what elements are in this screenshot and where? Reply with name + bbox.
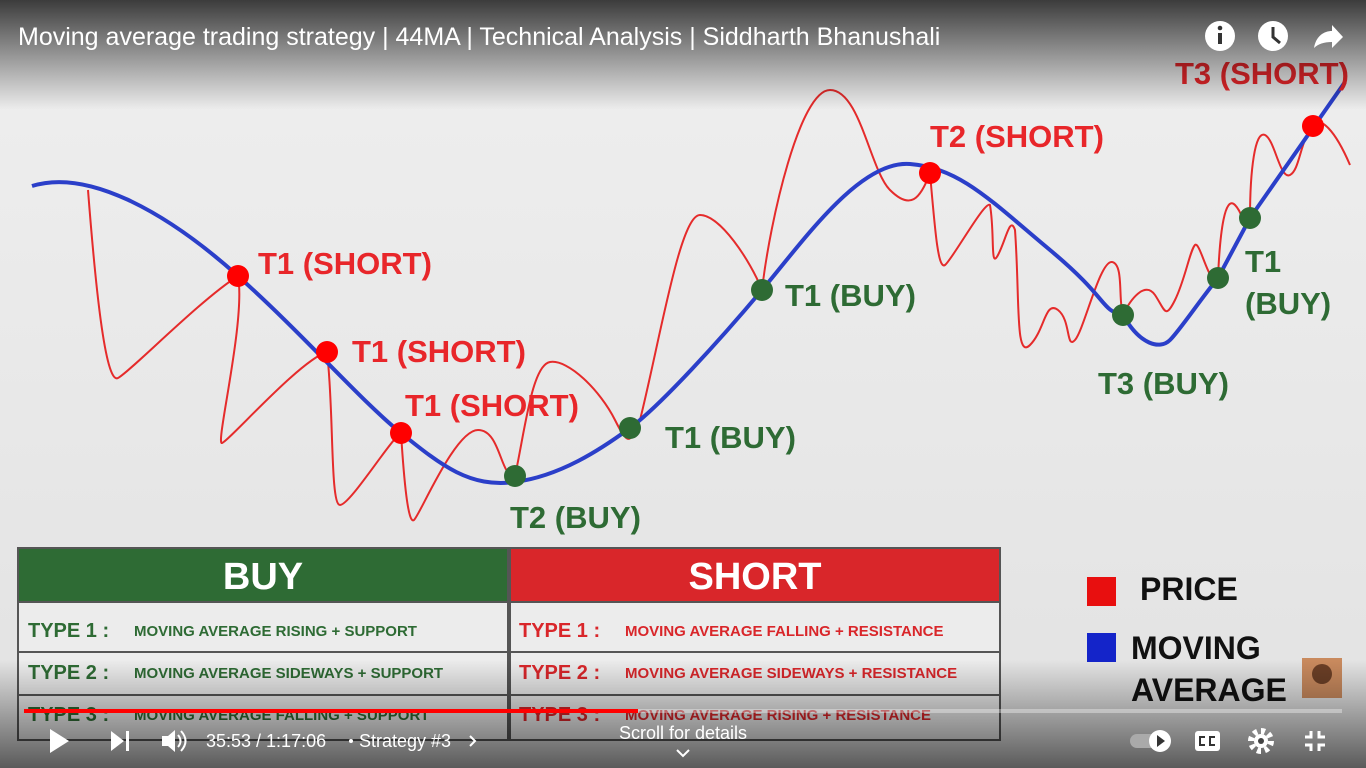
video-title[interactable]: Moving average trading strategy | 44MA |…: [18, 23, 940, 51]
volume-icon: [162, 730, 175, 752]
watch-later-button[interactable]: [1258, 21, 1288, 51]
buy-dot: [1207, 267, 1229, 289]
info-button[interactable]: [1205, 21, 1235, 51]
short-header: [509, 547, 1001, 603]
short-dot: [227, 265, 249, 287]
signal-label: (BUY): [1245, 286, 1331, 321]
chapter-title[interactable]: Strategy #3: [359, 731, 451, 751]
buy-dot: [619, 417, 641, 439]
short-dot: [1302, 115, 1324, 137]
row-type: TYPE 1 :: [519, 620, 600, 642]
price-curve: [87, 88, 1351, 522]
settings-button[interactable]: [1248, 728, 1274, 754]
row-text: MOVING AVERAGE FALLING + RESISTANCE: [625, 623, 944, 640]
signal-label: T2 (SHORT): [930, 119, 1104, 154]
next-icon: [111, 731, 124, 751]
buy-dot: [504, 465, 526, 487]
signal-label: T1 (SHORT): [258, 246, 432, 281]
table-header: BUY: [223, 556, 303, 598]
signal-label: T1 (SHORT): [352, 334, 526, 369]
cc-icon: [1199, 736, 1215, 746]
time-display: 35:53 / 1:17:06: [206, 731, 326, 751]
signal-label: T1 (BUY): [785, 278, 916, 313]
toggle-icon: [1157, 735, 1165, 747]
progress-track[interactable]: [24, 709, 1342, 713]
buy-dot: [1112, 304, 1134, 326]
cc-icon: [1195, 731, 1220, 751]
separator-dot: [349, 739, 353, 743]
next-icon: [126, 731, 129, 751]
legend-label: PRICE: [1140, 571, 1238, 607]
clock-icon: [1271, 27, 1281, 45]
short-dot: [919, 162, 941, 184]
signal-label: T1 (SHORT): [405, 388, 579, 423]
captions-button[interactable]: [1195, 731, 1220, 751]
buy-dot: [751, 279, 773, 301]
table-header: SHORT: [689, 556, 822, 598]
gear-icon: [1248, 728, 1274, 754]
volume-icon: [177, 730, 187, 752]
signal-label: T2 (BUY): [510, 500, 641, 535]
row-text: MOVING AVERAGE RISING + SUPPORT: [134, 623, 417, 640]
short-dot: [390, 422, 412, 444]
chapter-chevron: [469, 735, 477, 747]
signal-label: T1 (BUY): [665, 420, 796, 455]
exit-fullscreen-button[interactable]: [1305, 731, 1325, 751]
table-cell: [17, 601, 509, 653]
signal-label: T3 (BUY): [1098, 366, 1229, 401]
buy-dot: [1239, 207, 1261, 229]
scroll-chevron: [676, 749, 690, 758]
scroll-hint[interactable]: Scroll for details: [619, 723, 747, 743]
next-button[interactable]: [111, 731, 129, 751]
play-button[interactable]: [50, 729, 69, 753]
signal-label: T1: [1245, 244, 1281, 279]
top-shade: [0, 0, 1366, 110]
volume-button[interactable]: [162, 730, 187, 752]
info-icon: [1217, 25, 1223, 31]
legend-swatch: [1087, 633, 1116, 662]
bottom-shade: [0, 660, 1366, 768]
info-icon: [1218, 33, 1222, 44]
progress-played: [24, 709, 638, 713]
gear-icon: [1258, 738, 1264, 744]
signal-dots: [227, 115, 1324, 487]
share-button[interactable]: [1314, 25, 1343, 48]
short-dot: [316, 341, 338, 363]
legend-swatch: [1087, 577, 1116, 606]
row-type: TYPE 1 :: [28, 620, 109, 642]
autoplay-toggle[interactable]: [1130, 730, 1171, 752]
